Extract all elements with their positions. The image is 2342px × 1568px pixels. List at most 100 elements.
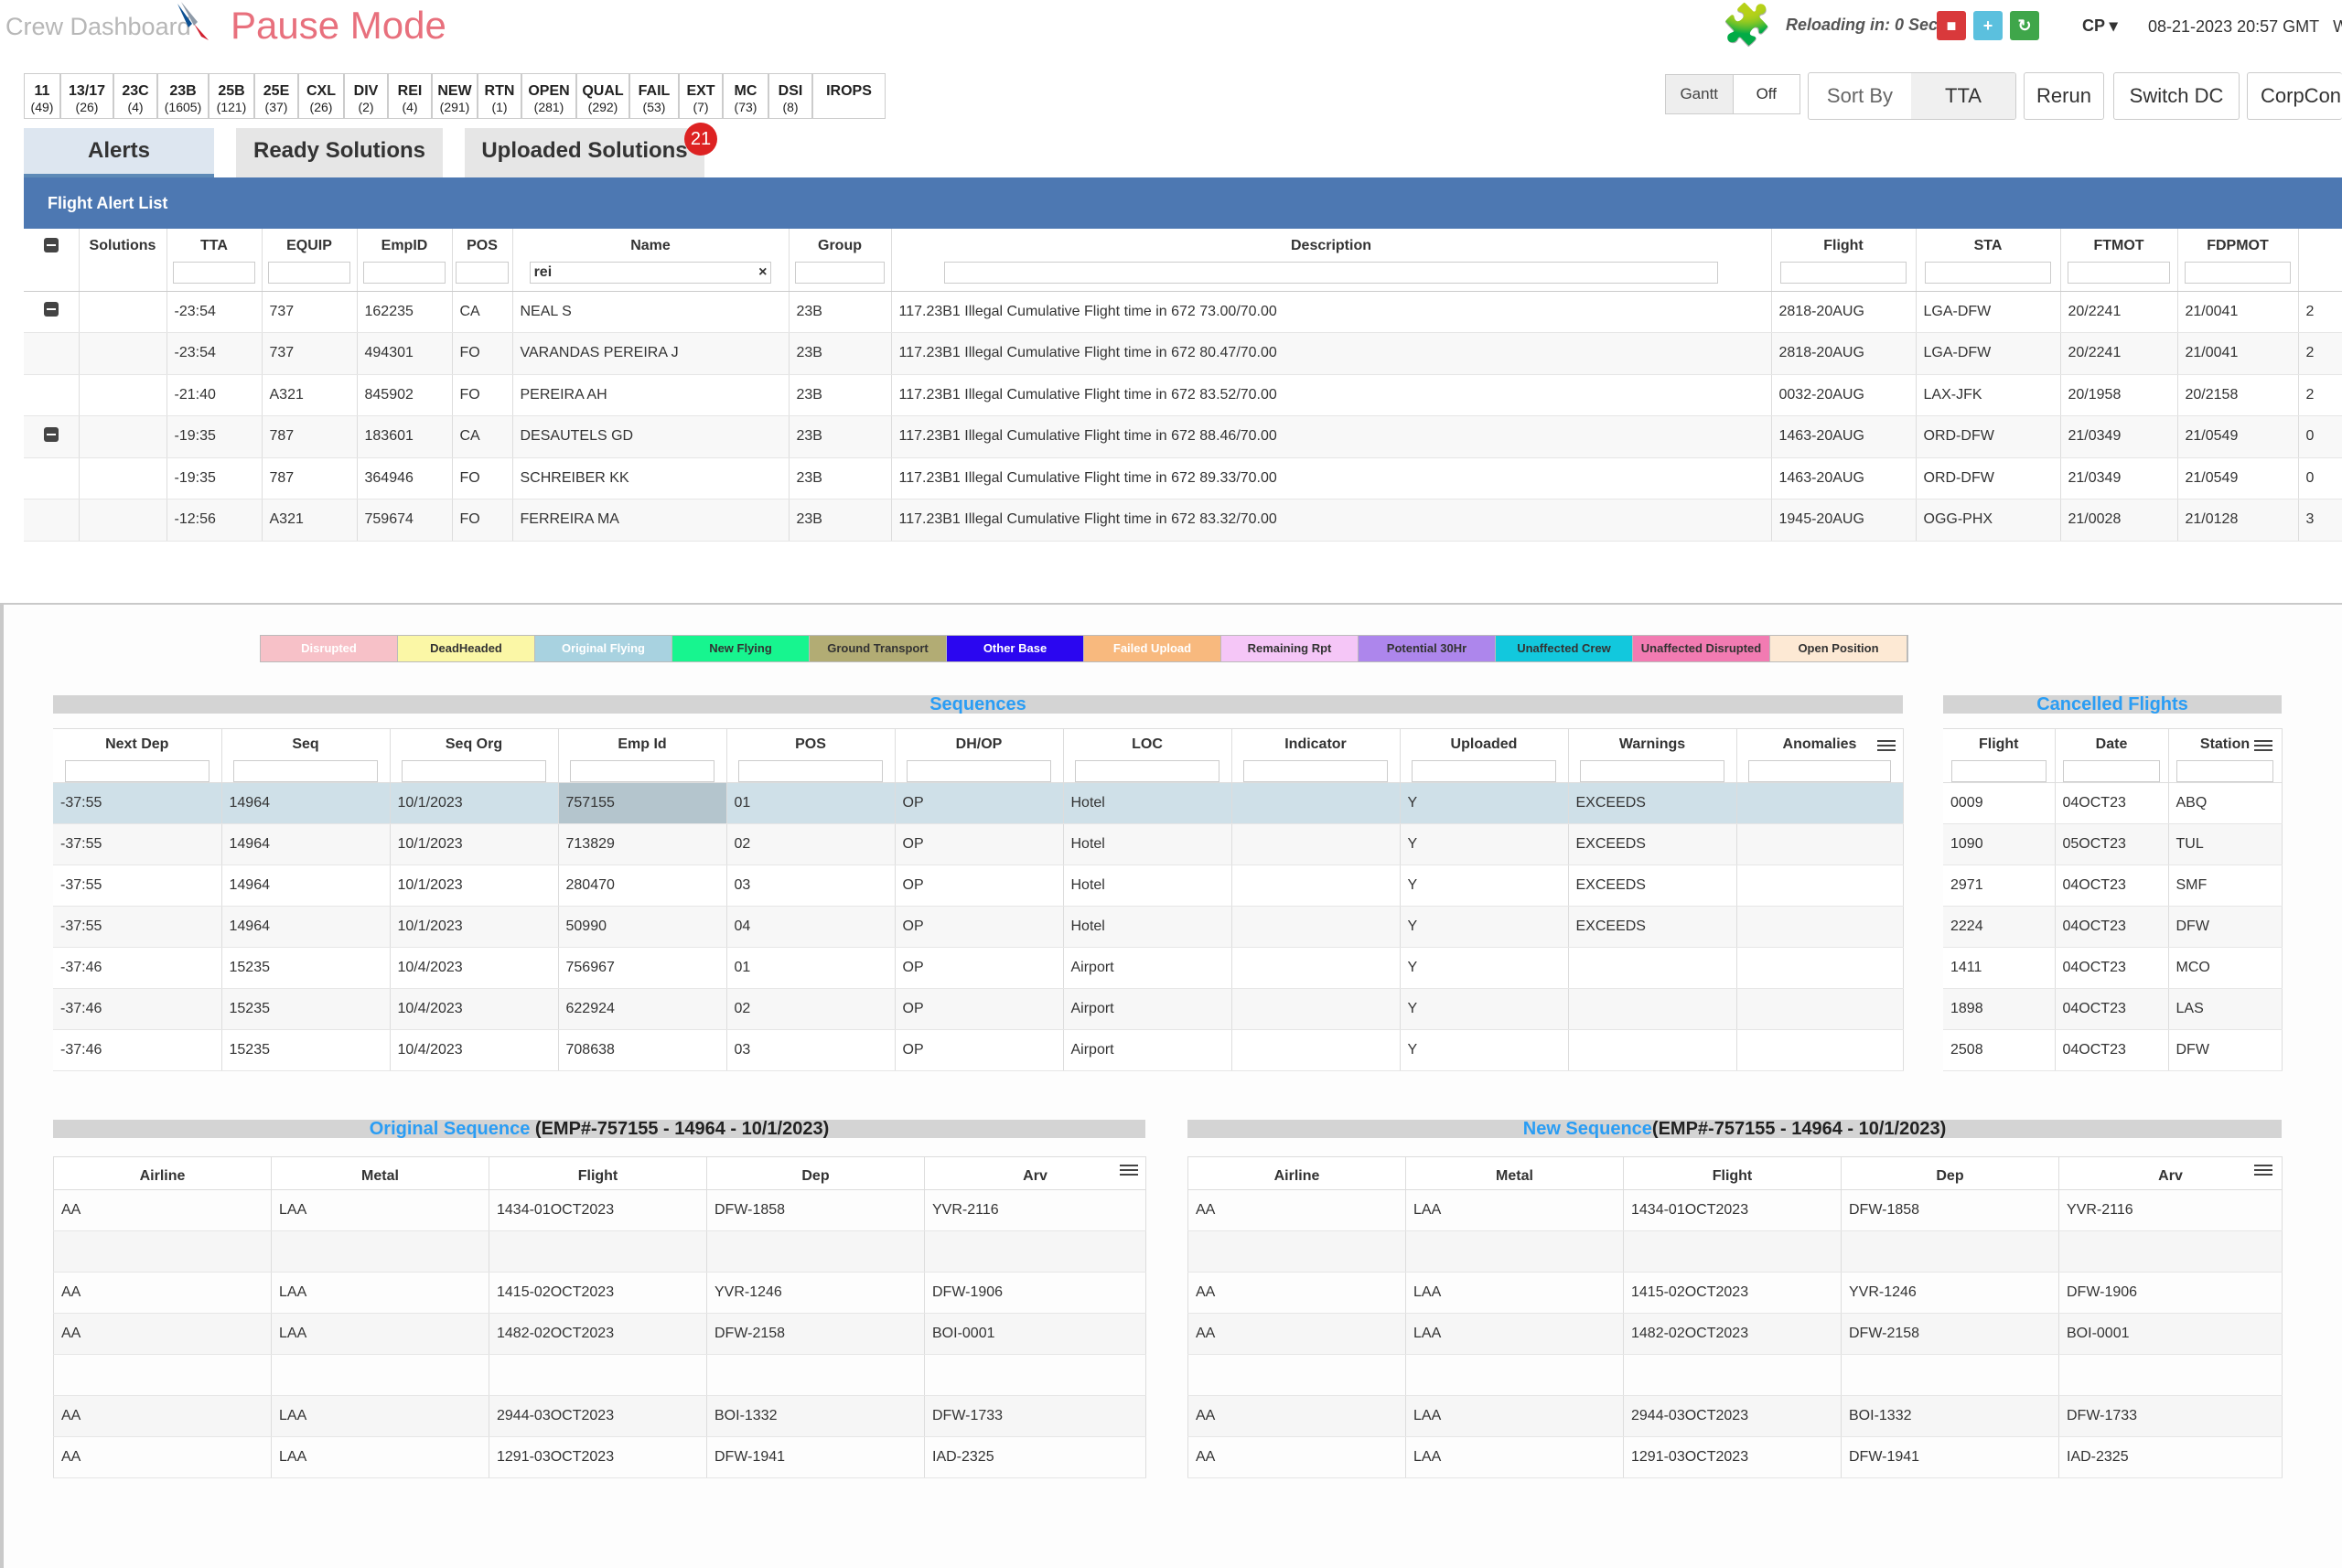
col-header[interactable]: Emp Id <box>558 728 727 783</box>
col-header[interactable]: Metal <box>271 1156 489 1190</box>
table-row[interactable]: 1898 04OCT23 LAS <box>1943 988 2283 1030</box>
column-filter-input[interactable] <box>1412 760 1556 782</box>
table-row[interactable]: 1090 05OCT23 TUL <box>1943 823 2283 865</box>
table-row[interactable] <box>53 1354 1146 1396</box>
collapse-icon[interactable] <box>43 238 59 252</box>
row-expand-cell[interactable] <box>24 291 80 333</box>
col-header[interactable]: Flight <box>1623 1156 1842 1190</box>
filter-ext[interactable]: EXT (7) <box>679 73 723 119</box>
app-name[interactable]: Crew Dashboard <box>5 13 191 40</box>
stop-icon[interactable]: ■ <box>1937 11 1966 40</box>
filter-cxl[interactable]: CXL (26) <box>298 73 344 119</box>
column-filter-input[interactable] <box>402 760 546 782</box>
table-row[interactable]: -37:55 14964 10/1/2023 757155 01 OP Hotel Y EXCE… <box>53 782 1904 824</box>
table-row[interactable]: AA LAA 2944-03OCT2023 BOI-1332 DFW-1733 <box>53 1395 1146 1437</box>
table-row[interactable]: 1411 04OCT23 MCO <box>1943 947 2283 989</box>
add-icon[interactable]: + <box>1973 11 2003 40</box>
col-header[interactable]: TTA <box>167 229 263 292</box>
col-header[interactable]: POS <box>726 728 896 783</box>
row-expand-cell[interactable] <box>24 499 80 542</box>
new-sequence-menu-icon[interactable] <box>2254 1162 2272 1178</box>
alert-row[interactable]: -21:40 A321 845902 FO PEREIRA AH 23B 117.23B1 … <box>24 374 2342 416</box>
filter-fail[interactable]: FAIL (53) <box>629 73 679 119</box>
filter-rtn[interactable]: RTN (1) <box>478 73 521 119</box>
table-row[interactable]: 2508 04OCT23 DFW <box>1943 1029 2283 1071</box>
column-filter-input[interactable] <box>738 760 883 782</box>
col-header[interactable]: Anomalies <box>1736 728 1904 783</box>
collapse-icon[interactable] <box>43 302 59 317</box>
col-header[interactable]: Metal <box>1405 1156 1624 1190</box>
table-row[interactable]: AA LAA 1291-03OCT2023 DFW-1941 IAD-2325 <box>1187 1436 2283 1478</box>
col-header[interactable]: Dep <box>706 1156 925 1190</box>
col-header[interactable]: Station <box>2168 728 2283 783</box>
user-menu[interactable]: CP ▾ <box>2082 16 2118 35</box>
col-header[interactable]: Uploaded <box>1400 728 1569 783</box>
filter-25e[interactable]: 25E (37) <box>254 73 298 119</box>
table-row[interactable]: AA LAA 1415-02OCT2023 YVR-1246 DFW-1906 <box>53 1272 1146 1314</box>
table-row[interactable]: AA LAA 1482-02OCT2023 DFW-2158 BOI-0001 <box>53 1313 1146 1355</box>
table-row[interactable]: -37:55 14964 10/1/2023 713829 02 OP Hotel Y EXCE… <box>53 823 1904 865</box>
table-row[interactable] <box>1187 1354 2283 1396</box>
filter-1317[interactable]: 13/17 (26) <box>60 73 113 119</box>
filter-irops[interactable]: IROPS <box>812 73 886 119</box>
alert-row[interactable]: -23:54 737 494301 FO VARANDAS PEREIRA J 23B 11… <box>24 332 2342 375</box>
table-row[interactable] <box>53 1230 1146 1273</box>
puzzle-icon[interactable]: 🧩 <box>1722 3 1772 48</box>
col-header[interactable]: STA <box>1916 229 2061 292</box>
alert-row[interactable]: -12:56 A321 759674 FO FERREIRA MA 23B 117.23B1… <box>24 499 2342 542</box>
column-filter-input[interactable] <box>570 760 714 782</box>
row-expand-cell[interactable] <box>24 415 80 458</box>
col-header[interactable]: Group <box>789 229 892 292</box>
filter-25b[interactable]: 25B (121) <box>209 73 254 119</box>
col-header[interactable]: POS <box>452 229 513 292</box>
tab-alerts[interactable]: Alerts <box>24 128 214 177</box>
col-header[interactable]: Next Dep <box>53 728 222 783</box>
col-header[interactable]: LOC <box>1063 728 1232 783</box>
tab-uploaded-solutions[interactable]: Uploaded Solutions 21 <box>465 123 717 177</box>
column-filter-input[interactable] <box>1779 262 1907 284</box>
collapse-all-cell[interactable] <box>24 229 80 292</box>
switch-dc-button[interactable]: Switch DC <box>2113 72 2240 120</box>
column-filter-input[interactable] <box>233 760 378 782</box>
column-filter-input[interactable]: rei × <box>529 262 772 284</box>
cancelled-menu-icon[interactable] <box>2254 737 2272 754</box>
column-filter-input[interactable] <box>172 262 256 284</box>
col-header[interactable]: FTMOT <box>2060 229 2178 292</box>
column-filter-input[interactable] <box>1580 760 1724 782</box>
alert-row[interactable]: -19:35 787 364946 FO SCHREIBER KK 23B 117.23B1… <box>24 457 2342 499</box>
refresh-icon[interactable]: ↻ <box>2010 11 2039 40</box>
filter-rei[interactable]: REI (4) <box>388 73 432 119</box>
table-row[interactable]: 2971 04OCT23 SMF <box>1943 865 2283 907</box>
filter-23c[interactable]: 23C (4) <box>113 73 157 119</box>
table-row[interactable]: AA LAA 1434-01OCT2023 DFW-1858 YVR-2116 <box>1187 1189 2283 1231</box>
gantt-value[interactable]: Off <box>1732 75 1799 113</box>
filter-mc[interactable]: MC (73) <box>723 73 768 119</box>
column-filter-input[interactable] <box>2176 760 2273 782</box>
table-row[interactable]: 0009 04OCT23 ABQ <box>1943 782 2283 824</box>
column-filter-input[interactable] <box>1075 760 1219 782</box>
col-header[interactable]: Flight <box>1943 728 2056 783</box>
original-sequence-menu-icon[interactable] <box>1120 1162 1138 1178</box>
col-header[interactable]: Date <box>2055 728 2169 783</box>
table-row[interactable]: AA LAA 1482-02OCT2023 DFW-2158 BOI-0001 <box>1187 1313 2283 1355</box>
filter-23b[interactable]: 23B (1605) <box>157 73 209 119</box>
gantt-toggle[interactable]: Gantt Off <box>1665 74 1800 114</box>
corp-conn-button[interactable]: CorpConn <box>2247 72 2342 120</box>
filter-new[interactable]: NEW (291) <box>432 73 478 119</box>
table-row[interactable]: 2224 04OCT23 DFW <box>1943 906 2283 948</box>
column-filter-input[interactable] <box>795 262 885 284</box>
table-row[interactable]: -37:55 14964 10/1/2023 280470 03 OP Hotel Y EXCE… <box>53 865 1904 907</box>
col-header[interactable]: Seq Org <box>390 728 559 783</box>
table-row[interactable]: -37:46 15235 10/4/2023 708638 03 OP Airport Y <box>53 1029 1904 1071</box>
col-header[interactable]: EmpID <box>357 229 453 292</box>
col-header[interactable]: Flight <box>489 1156 707 1190</box>
rerun-button[interactable]: Rerun <box>2024 72 2104 120</box>
col-header[interactable]: Airline <box>1187 1156 1406 1190</box>
col-header[interactable]: Flight <box>1771 229 1917 292</box>
table-row[interactable]: AA LAA 1415-02OCT2023 YVR-1246 DFW-1906 <box>1187 1272 2283 1314</box>
tab-ready-solutions[interactable]: Ready Solutions <box>236 128 443 177</box>
column-filter-input[interactable] <box>944 262 1718 284</box>
column-filter-input[interactable] <box>1748 760 1891 782</box>
col-header[interactable]: Warnings <box>1568 728 1737 783</box>
col-header[interactable]: Indicator <box>1231 728 1401 783</box>
